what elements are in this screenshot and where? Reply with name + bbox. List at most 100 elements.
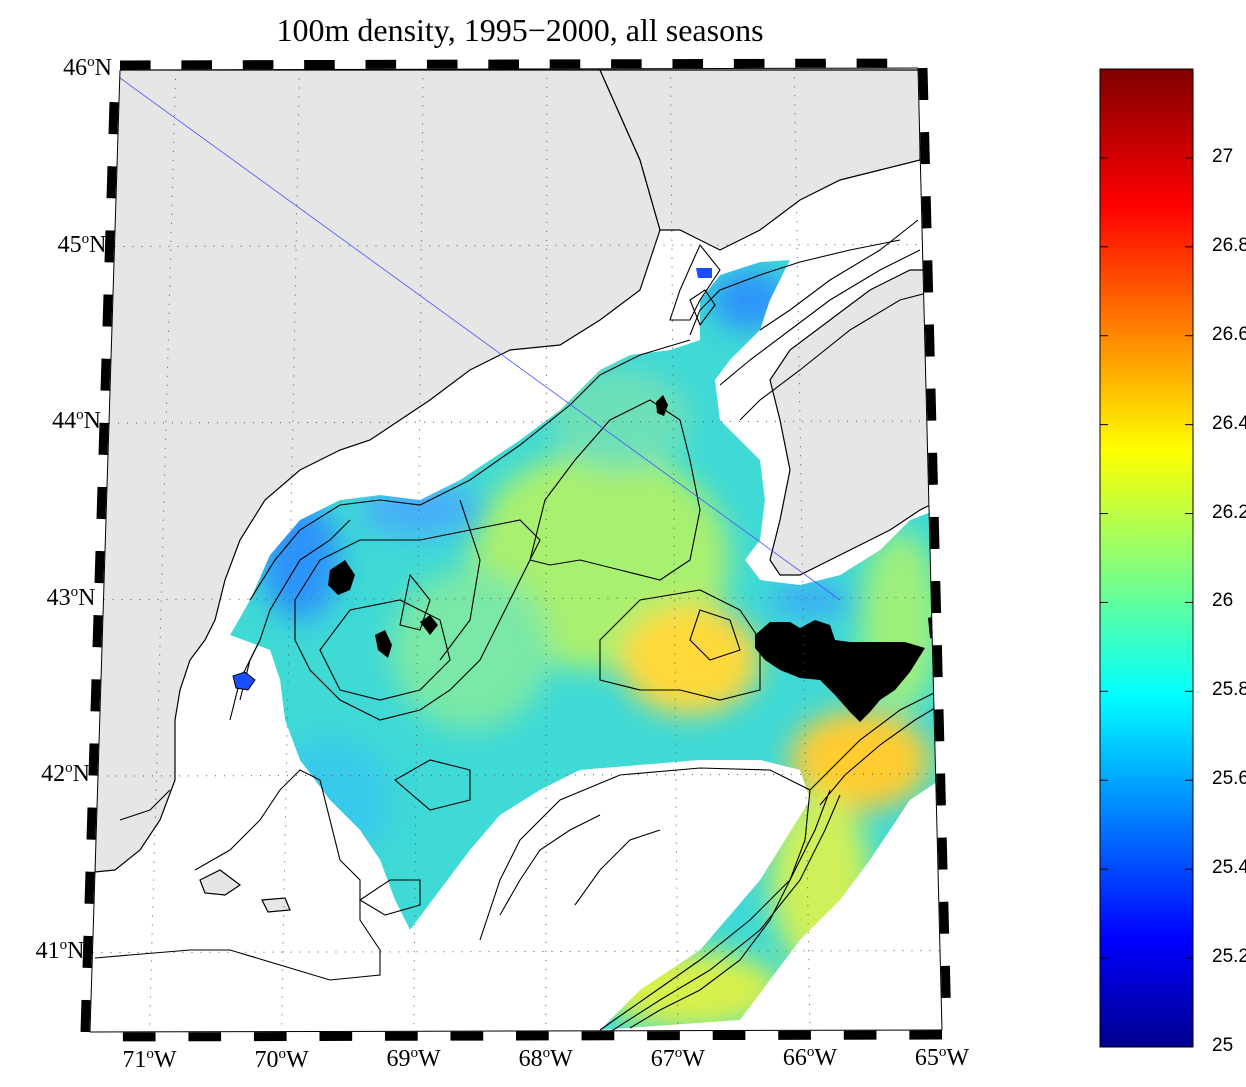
frame-segment <box>109 69 120 103</box>
colorbar-tick-label: 26.6 <box>1212 323 1246 345</box>
frame-segment <box>108 101 119 135</box>
colorbar <box>1099 68 1194 1048</box>
latitude-label: 44oN <box>52 407 101 435</box>
frame-segment <box>923 260 934 293</box>
frame-segment <box>924 292 934 325</box>
frame-segment <box>89 711 100 744</box>
colorbar-tick-label: 25 <box>1212 1035 1234 1056</box>
frame-segment <box>940 933 950 966</box>
latitude-label: 46oN <box>63 54 112 81</box>
colorbar-tick-label: 26.4 <box>1212 412 1246 434</box>
frame-segment <box>933 677 944 710</box>
longitude-label: 65oW <box>914 1044 970 1071</box>
longitude-label: 69oW <box>386 1045 441 1073</box>
frame-segment <box>107 133 118 167</box>
graticule-lon-line <box>670 68 679 1031</box>
colorbar-tick-label: 25.6 <box>1212 768 1246 790</box>
graticule-lon-line <box>545 68 548 1031</box>
graticule-lon-line <box>413 69 424 1032</box>
frame-inner-line <box>119 67 919 71</box>
frame-segment <box>101 326 112 359</box>
frame-segment <box>99 390 110 423</box>
frame-segment <box>928 484 939 518</box>
graticule-lat-line <box>92 950 941 954</box>
frame-segment <box>88 743 99 776</box>
frame-segment <box>85 839 96 872</box>
frame-segment <box>920 164 931 197</box>
frame-segment <box>98 422 109 455</box>
no-data-patches <box>328 395 940 722</box>
frame-segment <box>96 486 107 520</box>
colorbar-tick-label: 26 <box>1212 590 1234 612</box>
frame-segment <box>97 454 108 488</box>
frame-segment <box>106 166 117 199</box>
frame-segment <box>927 420 938 453</box>
land-new-england-overlay <box>94 69 661 873</box>
frame-segment <box>930 548 941 582</box>
frame-segment <box>105 198 116 231</box>
graticule-lon-line <box>148 69 177 1032</box>
section-line <box>119 77 841 601</box>
frame-segment <box>921 196 932 229</box>
low-density-patch-1 <box>232 671 256 691</box>
map-frame-border <box>80 58 952 1042</box>
frame-segment <box>931 580 942 614</box>
frame-segment <box>102 294 113 327</box>
frame-segment <box>83 903 94 936</box>
frame-inner-line <box>89 1029 943 1033</box>
frame-segment <box>93 582 104 616</box>
latitude-label: 42oN <box>41 760 90 788</box>
frame-segment <box>104 230 115 263</box>
colorbar-tick-label: 26.2 <box>1212 501 1246 523</box>
frame-segment <box>920 132 930 165</box>
latitude-label: 43oN <box>46 583 96 611</box>
frame-segment <box>939 901 950 934</box>
frame-segment <box>82 935 93 969</box>
frame-segment <box>926 388 937 421</box>
land-nantucket-overlay <box>261 897 291 913</box>
longitude-label: 68oW <box>518 1044 573 1072</box>
frame-segment <box>941 997 952 1031</box>
frame-inner-line <box>89 69 121 1033</box>
frame-segment <box>932 645 943 678</box>
frame-segment <box>90 679 101 712</box>
frame-segment <box>84 871 95 904</box>
frame-segment <box>100 358 111 391</box>
colorbar-ticks <box>1100 157 1193 1048</box>
land-nova-scotia-overlay <box>769 269 941 576</box>
frame-segment <box>929 516 940 550</box>
frame-inner-line <box>917 67 943 1031</box>
frame-segment <box>936 805 947 838</box>
frame-segment <box>940 965 951 999</box>
frame-segment <box>81 967 92 1001</box>
frame-segment <box>938 869 949 902</box>
density-warm-core <box>390 370 940 1030</box>
graticule-lon-line <box>281 69 300 1032</box>
graticule-lon-line <box>793 68 811 1031</box>
frame-segment <box>918 67 929 101</box>
frame-segment <box>928 452 938 485</box>
frame-segment <box>922 228 933 261</box>
frame-segment <box>919 99 930 133</box>
frame-segment <box>94 550 105 584</box>
longitude-label: 71oW <box>122 1045 177 1073</box>
latitude-label: 45oN <box>57 230 107 258</box>
frame-segment <box>934 709 945 742</box>
frame-segment <box>80 999 91 1033</box>
frame-segment <box>936 773 946 806</box>
frame-segment <box>924 324 935 357</box>
frame-segment <box>95 518 106 552</box>
latitude-label: 41oN <box>35 936 85 964</box>
frame-segment <box>103 262 114 295</box>
colorbar-tick-label: 26.8 <box>1212 234 1246 256</box>
colorbar-tick-label: 27 <box>1212 145 1234 167</box>
colorbar-tick-label: 25.8 <box>1212 679 1246 701</box>
longitude-label: 70oW <box>254 1045 309 1073</box>
frame-segment <box>91 647 102 680</box>
longitude-label: 66oW <box>782 1044 837 1072</box>
longitude-label: 67oW <box>650 1044 705 1072</box>
bathymetry-contours <box>94 219 941 1032</box>
frame-segment <box>86 807 97 840</box>
colorbar-tick-label: 25.2 <box>1212 946 1246 968</box>
